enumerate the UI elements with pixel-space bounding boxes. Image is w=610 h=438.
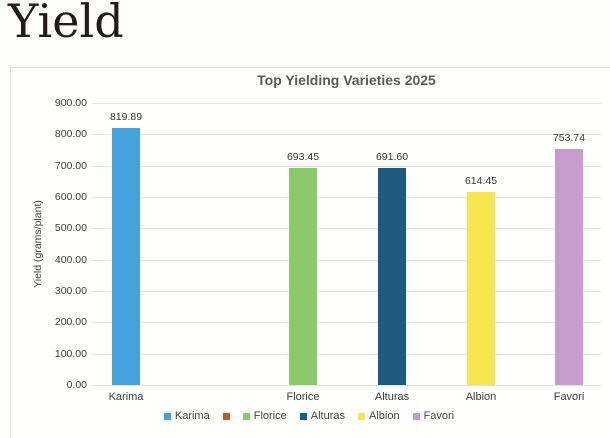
legend-swatch-icon <box>357 412 365 420</box>
legend-item-albion: Albion <box>357 410 400 422</box>
legend-swatch-icon <box>163 412 171 420</box>
legend-item-unlabeled <box>222 412 230 420</box>
y-axis-title: Yield (grams/plant) <box>32 200 44 288</box>
legend-label: Karima <box>174 410 210 422</box>
x-axis-label: Karima <box>108 391 144 403</box>
gridline <box>92 385 601 386</box>
page-title: Yield <box>8 0 124 48</box>
gridline <box>92 228 601 230</box>
bar-favori <box>555 148 583 385</box>
y-tick-label: 0.00 <box>66 379 87 391</box>
gridline <box>92 259 601 261</box>
bar-value-label: 614.45 <box>464 175 498 188</box>
y-tick-label: 300.00 <box>54 285 87 297</box>
gridline <box>92 165 601 167</box>
legend-label: Alturas <box>310 410 345 422</box>
gridline <box>92 322 601 324</box>
legend-swatch-icon <box>299 412 307 420</box>
legend-swatch-icon <box>412 412 420 420</box>
legend-item-favori: Favori <box>412 410 455 422</box>
legend: Karima Florice Alturas Albion Favori <box>10 410 608 422</box>
gridline <box>92 134 601 136</box>
y-tick-label: 800.00 <box>54 128 87 141</box>
bar-karima <box>112 128 140 385</box>
y-tick-label: 400.00 <box>54 253 87 266</box>
legend-label: Florice <box>253 410 287 422</box>
bar-florice <box>289 167 317 385</box>
x-axis-label: Alturas <box>374 391 410 403</box>
chart-title: Top Yielding Varieties 2025 <box>257 72 436 88</box>
y-tick-label: 700.00 <box>54 159 87 172</box>
y-tick-label: 100.00 <box>54 347 87 360</box>
y-tick-label: 200.00 <box>54 316 87 329</box>
legend-item-alturas: Alturas <box>299 410 345 422</box>
y-tick-label: 600.00 <box>54 191 87 203</box>
legend-swatch-icon <box>222 412 230 420</box>
y-tick-label: 500.00 <box>54 222 87 235</box>
bar-value-label: 819.89 <box>109 111 143 124</box>
legend-item-karima: Karima <box>163 410 210 422</box>
bar-value-label: 693.45 <box>286 150 320 163</box>
x-axis-label: Albion <box>465 391 497 403</box>
x-axis-label: Favori <box>553 391 585 403</box>
legend-label: Favori <box>423 410 455 422</box>
bar-value-label: 691.60 <box>375 151 409 164</box>
legend-swatch-icon <box>242 412 250 420</box>
legend-label: Albion <box>368 410 400 422</box>
bar-alturas <box>378 168 406 385</box>
gridline <box>92 291 601 292</box>
bar-albion <box>467 192 495 385</box>
bar-value-label: 753.74 <box>552 131 586 144</box>
gridline <box>92 197 601 198</box>
legend-item-florice: Florice <box>242 410 287 422</box>
y-tick-label: 900.00 <box>54 97 87 109</box>
gridline <box>92 103 601 104</box>
gridline <box>92 353 601 355</box>
x-axis-label: Florice <box>286 391 320 403</box>
